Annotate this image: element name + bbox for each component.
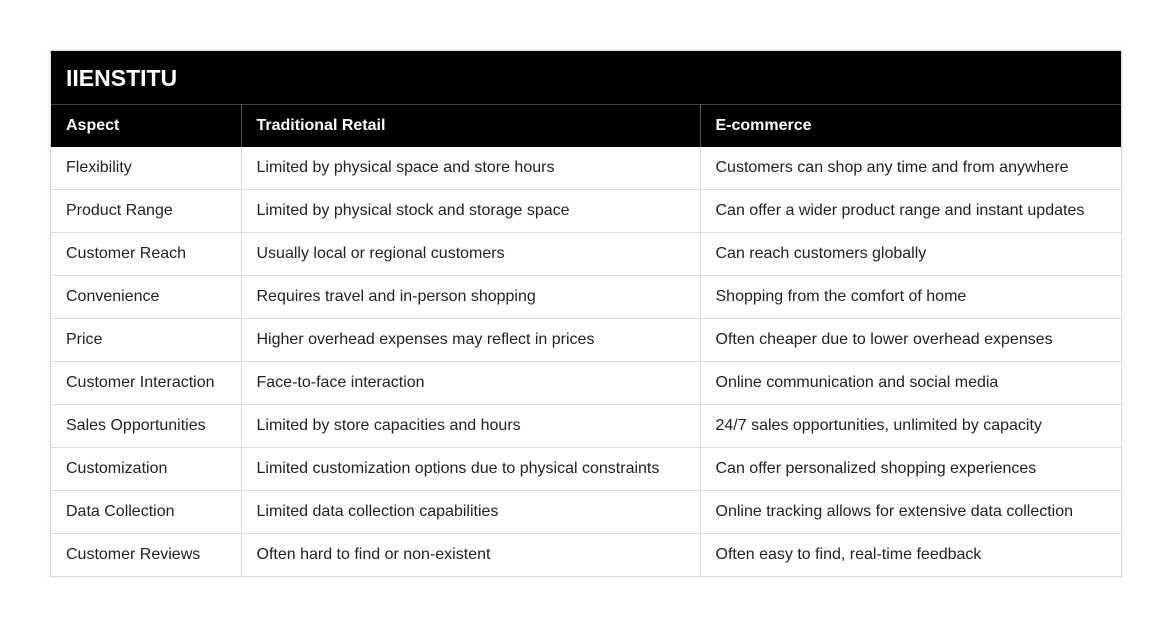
- cell-ecommerce: Often cheaper due to lower overhead expe…: [700, 318, 1121, 362]
- cell-aspect: Flexibility: [51, 147, 242, 190]
- header-e-commerce: E-commerce: [700, 105, 1121, 147]
- cell-traditional: Limited by physical stock and storage sp…: [241, 189, 701, 233]
- cell-traditional: Requires travel and in-person shopping: [241, 275, 701, 319]
- cell-aspect: Customer Interaction: [51, 361, 242, 405]
- cell-traditional: Higher overhead expenses may reflect in …: [241, 318, 701, 362]
- cell-traditional: Face-to-face interaction: [241, 361, 701, 405]
- cell-traditional: Usually local or regional customers: [241, 232, 701, 276]
- table-row: Sales Opportunities Limited by store cap…: [51, 404, 1121, 448]
- cell-ecommerce: Customers can shop any time and from any…: [715, 159, 1069, 176]
- table-row: Price Higher overhead expenses may refle…: [51, 318, 1121, 362]
- cell-traditional: Often hard to find or non-existent: [241, 533, 701, 576]
- cell-ecommerce: Often easy to find, real-time feedback: [700, 533, 1121, 576]
- table-row: Flexibility Limited by physical space an…: [51, 147, 1121, 190]
- cell-aspect: Customization: [51, 447, 242, 491]
- cell-traditional: Limited by store capacities and hours: [241, 404, 701, 448]
- cell-aspect: Customer Reviews: [51, 533, 242, 576]
- cell-ecommerce: Can reach customers globally: [700, 232, 1121, 276]
- cell-traditional: Limited by physical space and store hour…: [241, 147, 701, 190]
- header-traditional-retail: Traditional Retail: [241, 105, 701, 147]
- table-row: Customer Reviews Often hard to find or n…: [51, 533, 1121, 576]
- header-row: Aspect Traditional Retail E-commerce: [51, 105, 1121, 147]
- cell-aspect: Price: [51, 318, 242, 362]
- cell-traditional: Limited data collection capabilities: [241, 490, 701, 534]
- cell-aspect: Data Collection: [51, 490, 242, 534]
- cell-ecommerce: Online tracking allows for extensive dat…: [700, 490, 1121, 534]
- cell-ecommerce: Online communication and social media: [700, 361, 1121, 405]
- table-row: Customization Limited customization opti…: [51, 447, 1121, 491]
- cell-ecommerce: Can offer a wider product range and inst…: [700, 189, 1121, 233]
- cell-aspect: Customer Reach: [51, 232, 242, 276]
- cell-traditional: Limited customization options due to phy…: [241, 447, 701, 491]
- comparison-table: IIENSTITU Aspect Traditional Retail E-co…: [50, 50, 1122, 577]
- table-row: Convenience Requires travel and in-perso…: [51, 275, 1121, 319]
- comparison-grid: Aspect Traditional Retail E-commerce Fle…: [51, 105, 1121, 576]
- cell-ecommerce: 24/7 sales opportunities, unlimited by c…: [700, 404, 1121, 448]
- cell-ecommerce: Can offer personalized shopping experien…: [700, 447, 1121, 491]
- cell-aspect: Product Range: [51, 189, 242, 233]
- table-row: Customer Reach Usually local or regional…: [51, 232, 1121, 276]
- cell-aspect: Convenience: [51, 275, 242, 319]
- table-title: IIENSTITU: [51, 51, 1121, 105]
- table-row: Customer Interaction Face-to-face intera…: [51, 361, 1121, 405]
- table-row: Product Range Limited by physical stock …: [51, 189, 1121, 233]
- cell-ecommerce: Shopping from the comfort of home: [700, 275, 1121, 319]
- header-aspect: Aspect: [51, 105, 242, 147]
- cell-aspect: Sales Opportunities: [51, 404, 242, 448]
- table-row: Data Collection Limited data collection …: [51, 490, 1121, 534]
